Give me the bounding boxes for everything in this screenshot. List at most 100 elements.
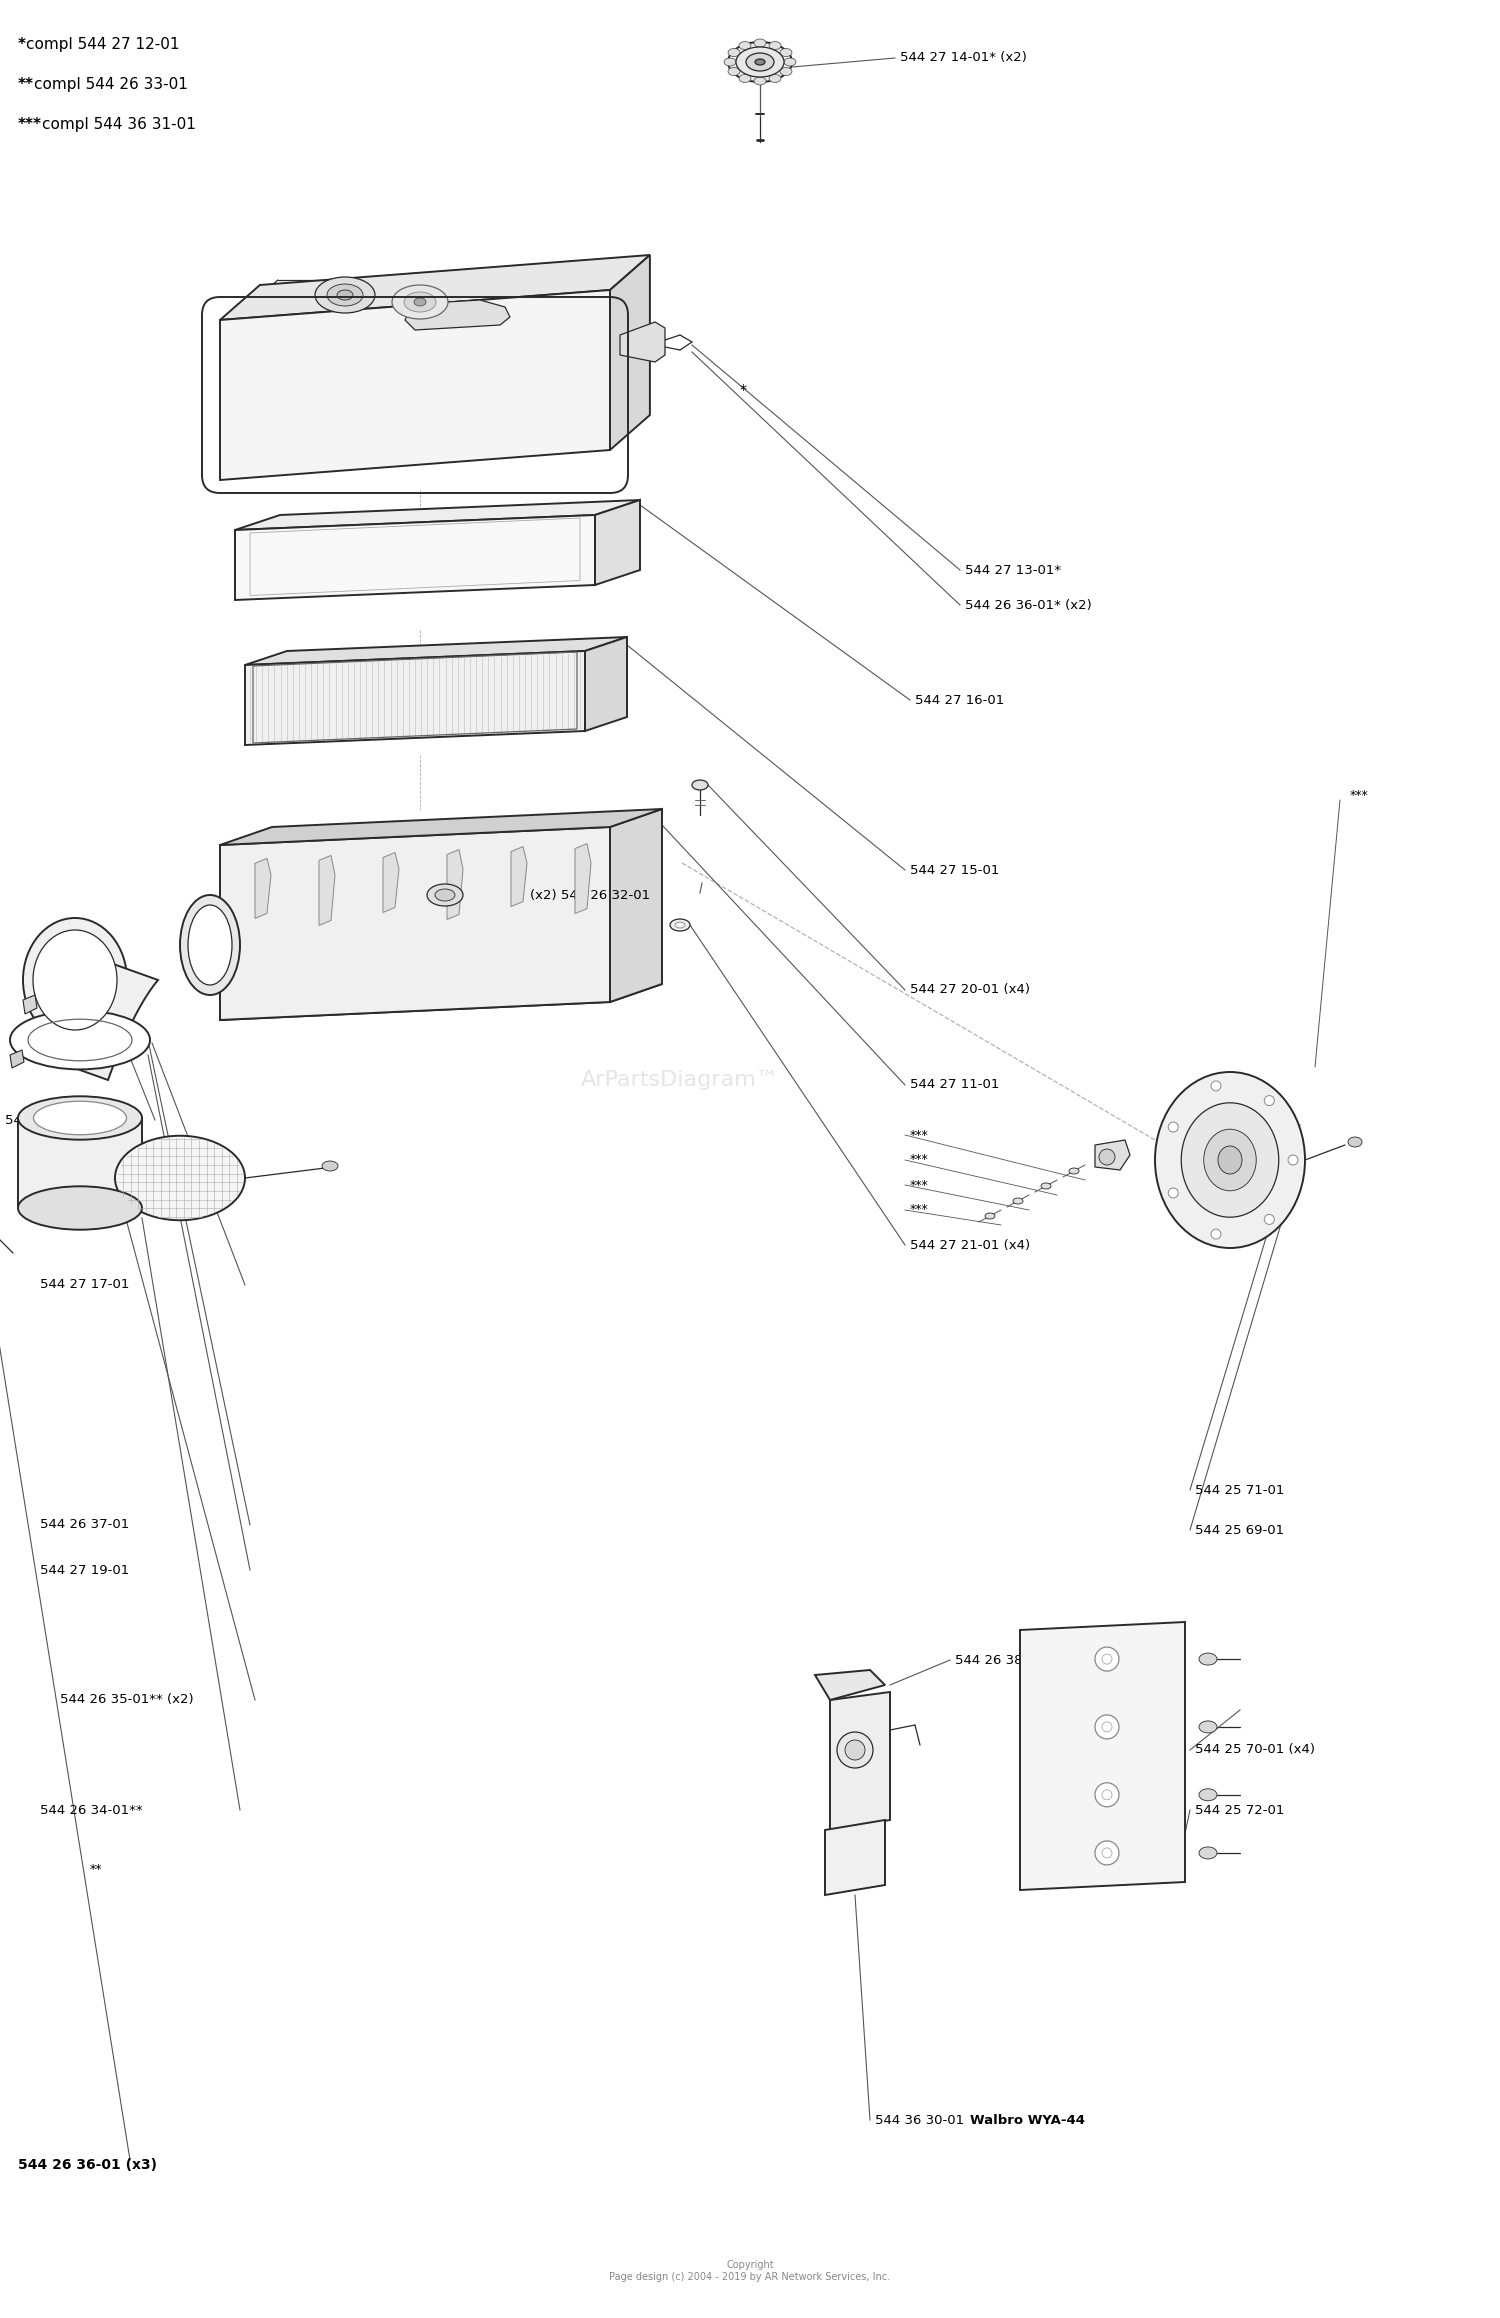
- Ellipse shape: [1264, 1215, 1275, 1224]
- Ellipse shape: [414, 299, 426, 306]
- Text: 544 26 38-01: 544 26 38-01: [956, 1653, 1044, 1667]
- Ellipse shape: [1198, 1789, 1216, 1801]
- Ellipse shape: [754, 58, 765, 65]
- Ellipse shape: [754, 39, 766, 46]
- Ellipse shape: [728, 42, 792, 81]
- Ellipse shape: [728, 67, 740, 76]
- Ellipse shape: [10, 1011, 150, 1069]
- Ellipse shape: [22, 918, 128, 1043]
- Text: 544 26 37-01: 544 26 37-01: [40, 1518, 129, 1532]
- Ellipse shape: [427, 883, 464, 906]
- Text: 544 27 20-01 (x4): 544 27 20-01 (x4): [910, 983, 1030, 997]
- Ellipse shape: [1210, 1229, 1221, 1240]
- Polygon shape: [830, 1692, 890, 1829]
- Text: compl 544 27 12-01: compl 544 27 12-01: [26, 37, 180, 53]
- Polygon shape: [53, 960, 158, 1080]
- Text: EVA+: EVA+: [90, 1029, 120, 1041]
- Ellipse shape: [1203, 1129, 1257, 1191]
- Ellipse shape: [1095, 1715, 1119, 1738]
- Polygon shape: [382, 853, 399, 913]
- Ellipse shape: [837, 1732, 873, 1769]
- Polygon shape: [255, 858, 272, 918]
- Polygon shape: [610, 809, 662, 1001]
- Polygon shape: [22, 994, 38, 1013]
- Ellipse shape: [986, 1212, 994, 1219]
- Ellipse shape: [180, 895, 240, 994]
- Text: 544 27 13-01*: 544 27 13-01*: [964, 563, 1060, 577]
- Ellipse shape: [780, 67, 792, 76]
- Ellipse shape: [844, 1741, 865, 1759]
- Ellipse shape: [188, 904, 232, 985]
- Ellipse shape: [1198, 1720, 1216, 1734]
- Text: 544 27 18-01: 544 27 18-01: [4, 1113, 94, 1127]
- Text: 544 26 36-01 (x3): 544 26 36-01 (x3): [18, 2158, 158, 2172]
- Text: 544 25 69-01: 544 25 69-01: [1196, 1523, 1284, 1537]
- Ellipse shape: [1168, 1122, 1178, 1131]
- Ellipse shape: [754, 76, 766, 86]
- Text: ***: ***: [910, 1203, 928, 1217]
- Polygon shape: [512, 846, 526, 906]
- Text: *: *: [740, 382, 747, 396]
- Text: compl 544 26 33-01: compl 544 26 33-01: [34, 76, 188, 93]
- Ellipse shape: [740, 42, 752, 49]
- Ellipse shape: [770, 42, 782, 49]
- Polygon shape: [405, 299, 510, 329]
- Polygon shape: [220, 828, 610, 1020]
- Text: 544 25 71-01: 544 25 71-01: [1196, 1484, 1284, 1497]
- Ellipse shape: [724, 58, 736, 65]
- Ellipse shape: [1041, 1182, 1052, 1189]
- Ellipse shape: [1348, 1138, 1362, 1147]
- Ellipse shape: [33, 1101, 126, 1136]
- Ellipse shape: [1095, 1840, 1119, 1866]
- Ellipse shape: [728, 49, 740, 56]
- Ellipse shape: [392, 285, 448, 320]
- Ellipse shape: [1264, 1096, 1275, 1106]
- Text: Copyright
Page design (c) 2004 - 2019 by AR Network Services, Inc.: Copyright Page design (c) 2004 - 2019 by…: [609, 2260, 891, 2281]
- Text: Walbro WYA-44: Walbro WYA-44: [970, 2114, 1084, 2126]
- Ellipse shape: [780, 49, 792, 56]
- Ellipse shape: [327, 285, 363, 306]
- Polygon shape: [244, 651, 585, 744]
- Polygon shape: [220, 985, 662, 1020]
- Ellipse shape: [1155, 1071, 1305, 1247]
- Ellipse shape: [1095, 1783, 1119, 1806]
- Polygon shape: [220, 290, 610, 480]
- Polygon shape: [620, 322, 664, 362]
- Text: 544 25 70-01 (x4): 544 25 70-01 (x4): [1196, 1743, 1316, 1757]
- Text: **: **: [90, 1864, 102, 1878]
- Text: *: *: [18, 37, 26, 53]
- Text: 544 27 17-01: 544 27 17-01: [40, 1280, 129, 1291]
- Polygon shape: [220, 255, 650, 320]
- Text: ***: ***: [1350, 788, 1368, 802]
- Ellipse shape: [1168, 1189, 1178, 1198]
- Polygon shape: [236, 501, 640, 531]
- Ellipse shape: [736, 46, 784, 76]
- Ellipse shape: [116, 1136, 244, 1219]
- Polygon shape: [244, 637, 627, 665]
- Ellipse shape: [692, 779, 708, 790]
- Text: (x2) 544 26 32-01: (x2) 544 26 32-01: [530, 888, 650, 902]
- Text: 544 36 30-01: 544 36 30-01: [874, 2114, 969, 2126]
- Text: 544 27 21-01 (x4): 544 27 21-01 (x4): [910, 1238, 1030, 1252]
- Ellipse shape: [1095, 1648, 1119, 1671]
- Ellipse shape: [740, 74, 752, 83]
- Ellipse shape: [746, 53, 774, 72]
- Ellipse shape: [1182, 1103, 1278, 1217]
- Polygon shape: [815, 1669, 885, 1699]
- Polygon shape: [585, 637, 627, 730]
- Text: 544 26 36-01* (x2): 544 26 36-01* (x2): [964, 598, 1092, 612]
- Text: ***: ***: [910, 1154, 928, 1166]
- Text: 544 27 14-01* (x2): 544 27 14-01* (x2): [900, 51, 1028, 65]
- Polygon shape: [220, 809, 662, 846]
- Ellipse shape: [1210, 1080, 1221, 1092]
- Ellipse shape: [1100, 1150, 1114, 1166]
- Polygon shape: [18, 1117, 142, 1208]
- Polygon shape: [10, 1050, 24, 1069]
- Text: 544 27 15-01: 544 27 15-01: [910, 865, 999, 876]
- Text: **: **: [18, 76, 34, 93]
- Ellipse shape: [33, 930, 117, 1029]
- Ellipse shape: [670, 918, 690, 932]
- Polygon shape: [825, 1820, 885, 1896]
- Ellipse shape: [1198, 1653, 1216, 1664]
- Text: compl 544 36 31-01: compl 544 36 31-01: [42, 118, 196, 132]
